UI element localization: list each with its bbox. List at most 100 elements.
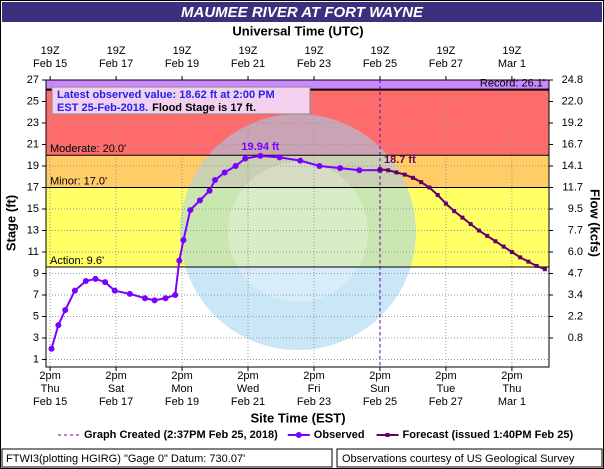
data-point (102, 279, 109, 286)
x2-tick-label: Feb 21 (231, 58, 265, 70)
data-point (419, 180, 424, 185)
x2-tick-label: 19Z (436, 45, 455, 57)
threshold-label: Record: 26.1' (480, 78, 545, 90)
data-point (141, 295, 148, 302)
y2-tick-label: 4.7 (568, 267, 583, 279)
info-box (51, 86, 311, 115)
data-point (509, 249, 514, 254)
y-tick-label: 7 (33, 289, 39, 301)
x2-tick-label: 19Z (370, 45, 389, 57)
x-tick-label: 2pm (105, 370, 126, 382)
x-tick-label: Sun (370, 383, 390, 395)
data-point (187, 207, 194, 214)
data-label: 19.94 ft (241, 141, 279, 153)
y2-tick-label: 14.1 (562, 160, 583, 172)
x2-tick-label: Feb 15 (33, 58, 67, 70)
y-tick-label: 19 (27, 160, 39, 172)
threshold-label: Minor: 17.0' (50, 175, 107, 187)
x-tick-label: Feb 25 (363, 396, 397, 408)
x-tick-label: 2pm (435, 370, 456, 382)
legend-label: Graph Created (2:37PM Feb 25, 2018) (84, 429, 278, 441)
data-point (476, 228, 481, 233)
data-point (501, 244, 506, 249)
y2-tick-label: 2.2 (568, 310, 583, 322)
y2-tick-label: 19.2 (562, 117, 583, 129)
data-point (394, 170, 399, 175)
y-tick-label: 15 (27, 203, 39, 215)
info-text: Flood Stage is 17 ft. (152, 102, 256, 114)
y-axis-title: Stage (ft) (3, 195, 18, 251)
data-point (71, 287, 78, 294)
data-point (176, 257, 183, 264)
x-tick-label: Tue (437, 383, 456, 395)
data-point (386, 168, 391, 173)
y2-axis-title: Flow (kcfs) (588, 189, 603, 257)
watermark (228, 162, 368, 302)
y2-tick-label: 7.7 (568, 224, 583, 236)
threshold-label: Moderate: 20.0' (50, 143, 126, 155)
x-tick-label: 2pm (369, 370, 390, 382)
data-point (377, 167, 382, 172)
data-point (111, 287, 118, 294)
legend-label: Forecast (issued 1:40PM Feb 25) (403, 429, 574, 441)
x2-tick-label: Feb 27 (429, 58, 463, 70)
y-tick-label: 11 (28, 246, 39, 258)
data-point (435, 193, 440, 198)
x-tick-label: Feb 15 (33, 396, 67, 408)
plot-border (45, 79, 550, 368)
data-point (518, 255, 523, 260)
x-tick-label: 2pm (171, 370, 192, 382)
data-point (485, 233, 490, 238)
chart-title: MAUMEE RIVER AT FORT WAYNE (181, 4, 424, 21)
x2-tick-label: Mar 1 (498, 58, 526, 70)
y2-tick-label: 24.8 (562, 74, 583, 86)
y-tick-label: 3 (33, 332, 39, 344)
y2-tick-label: 16.7 (562, 138, 583, 150)
flood-band (46, 80, 549, 90)
threshold-label: Action: 9.6' (50, 255, 104, 267)
footer-box (336, 448, 603, 468)
legend-label: Observed (314, 429, 365, 441)
x2-tick-label: Feb 25 (363, 58, 397, 70)
data-point (276, 154, 283, 161)
data-point (337, 165, 344, 172)
x-tick-label: 2pm (39, 370, 60, 382)
data-point (534, 263, 539, 268)
y-tick-label: 27 (27, 74, 39, 86)
x2-tick-label: 19Z (107, 45, 126, 57)
data-point (162, 295, 169, 302)
y2-tick-label: 9.5 (568, 203, 583, 215)
y-tick-label: 13 (27, 224, 39, 236)
x-tick-label: Feb 17 (99, 396, 133, 408)
y-tick-label: 23 (27, 117, 39, 129)
data-point (468, 222, 473, 227)
data-point (62, 307, 69, 314)
x2-tick-label: Feb 19 (165, 58, 199, 70)
x2-tick-label: 19Z (173, 45, 192, 57)
data-point (92, 275, 99, 282)
watermark (180, 114, 416, 350)
data-point (297, 157, 304, 164)
x-tick-label: 2pm (501, 370, 522, 382)
x2-tick-label: 19Z (502, 45, 521, 57)
y2-tick-label: 6.0 (568, 246, 583, 258)
data-point (257, 152, 264, 159)
info-text: EST 25-Feb-2018. (57, 102, 148, 114)
data-point (452, 209, 457, 214)
data-point (493, 239, 498, 244)
x-tick-label: Thu (41, 383, 60, 395)
x-tick-label: Sat (108, 383, 125, 395)
x2-tick-label: 19Z (305, 45, 324, 57)
x-tick-label: Mon (171, 383, 192, 395)
data-point (402, 172, 407, 177)
data-point (542, 267, 547, 272)
y-tick-label: 21 (27, 138, 39, 150)
data-point (206, 187, 213, 194)
y2-tick-label: 3.4 (568, 289, 583, 301)
y-tick-label: 25 (27, 95, 39, 107)
x-axis-title: Site Time (EST) (250, 410, 345, 425)
y-tick-label: 5 (33, 310, 39, 322)
x-tick-label: Thu (502, 383, 521, 395)
y2-tick-label: 11.7 (562, 181, 583, 193)
